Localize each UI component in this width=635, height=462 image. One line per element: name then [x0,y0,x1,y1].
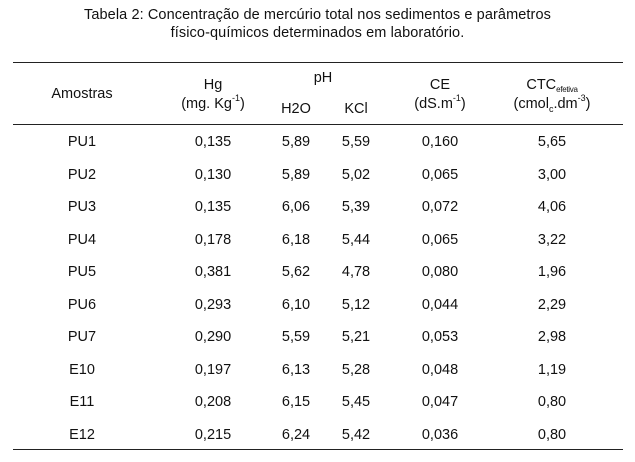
cell-ph-h2o: 6,18 [281,231,311,248]
cell-ph-kcl: 5,45 [341,394,371,410]
cell-ce: 0,047 [421,394,459,410]
cell-ph-kcl: 5,21 [341,329,371,345]
cell-amostra: PU3 [67,199,97,215]
cell-hg: 0,208 [194,394,232,410]
cell-ctc: 0,80 [537,394,567,410]
cell-ce: 0,036 [421,426,459,443]
cell-ph-h2o: 6,10 [281,296,311,313]
header-ctc: CTCefetiva [526,77,578,94]
cell-amostra: E10 [69,361,95,378]
header-ce-unit: (dS.m-1) [414,93,466,112]
header-kcl: KCl [344,101,368,117]
table-top-rule [13,62,623,63]
cell-ce: 0,065 [421,231,459,248]
cell-ctc: 3,22 [537,231,567,248]
cell-ph-h2o: 5,89 [281,166,311,183]
cell-ph-h2o: 6,24 [281,426,311,443]
cell-ph-h2o: 5,59 [281,329,311,345]
cell-hg: 0,290 [194,329,232,345]
cell-ce: 0,065 [421,166,459,183]
cell-ctc: 0,80 [537,426,567,443]
cell-ph-kcl: 4,78 [341,264,371,280]
caption-line-2: físico-químicos determinados em laborató… [170,25,465,41]
cell-ce: 0,044 [421,296,459,313]
cell-ph-h2o: 5,89 [281,134,311,150]
header-hg-unit: (mg. Kg-1) [181,93,245,112]
table-caption: Tabela 2: Concentração de mercúrio total… [0,6,635,42]
cell-ph-kcl: 5,42 [341,426,371,443]
cell-ctc: 2,29 [537,296,567,313]
cell-amostra: E11 [69,394,95,410]
table-header-rule [13,124,623,125]
header-hg: Hg [203,77,223,93]
cell-ce: 0,048 [421,361,459,378]
cell-amostra: PU4 [67,231,97,248]
cell-ph-h2o: 6,15 [281,394,311,410]
cell-ctc: 3,00 [537,166,567,183]
cell-hg: 0,178 [194,231,232,248]
cell-amostra: PU5 [67,264,97,280]
table-bottom-rule [13,449,623,450]
cell-ce: 0,080 [421,264,459,280]
cell-hg: 0,215 [194,426,232,443]
cell-ce: 0,053 [421,329,459,345]
cell-amostra: E12 [69,426,95,443]
header-amostras: Amostras [51,86,113,102]
cell-amostra: PU2 [67,166,97,183]
cell-ctc: 5,65 [537,134,567,150]
cell-ctc: 4,06 [537,199,567,215]
cell-ctc: 2,98 [537,329,567,345]
cell-ctc: 1,19 [537,361,567,378]
header-ctc-unit: (cmolc.dm-3) [513,93,591,114]
cell-ph-h2o: 6,06 [281,199,311,215]
cell-ph-kcl: 5,12 [341,296,371,313]
cell-hg: 0,293 [194,296,232,313]
caption-line-1: Tabela 2: Concentração de mercúrio total… [83,7,552,23]
cell-hg: 0,381 [194,264,232,280]
cell-amostra: PU6 [67,296,97,313]
cell-hg: 0,135 [194,199,232,215]
header-ce: CE [429,77,451,93]
cell-hg: 0,197 [194,361,232,378]
cell-ph-kcl: 5,28 [341,361,371,378]
header-h2o: H2O [281,101,311,117]
cell-amostra: PU1 [67,134,97,150]
header-ph: pH [313,70,333,86]
cell-ph-h2o: 6,13 [281,361,311,378]
cell-hg: 0,130 [194,166,232,183]
cell-ph-kcl: 5,39 [341,199,371,215]
cell-ph-h2o: 5,62 [281,264,311,280]
cell-ph-kcl: 5,44 [341,231,371,248]
cell-ce: 0,072 [421,199,459,215]
cell-ce: 0,160 [421,134,459,150]
cell-ctc: 1,96 [537,264,567,280]
cell-ph-kcl: 5,02 [341,166,371,183]
cell-amostra: PU7 [67,329,97,345]
cell-hg: 0,135 [194,134,232,150]
cell-ph-kcl: 5,59 [341,134,371,150]
